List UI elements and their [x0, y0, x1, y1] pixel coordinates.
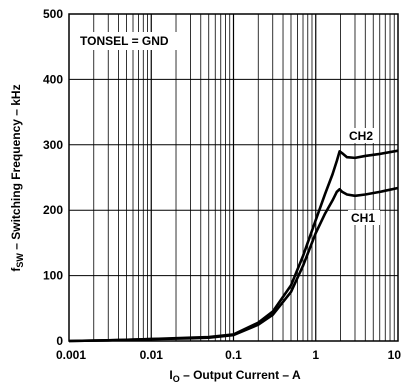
x-tick-label: 0.001	[56, 348, 86, 362]
y-tick-label: 0	[56, 334, 63, 348]
x-tick-label: 1	[312, 348, 319, 362]
series-label-ch1: CH1	[351, 211, 375, 225]
y-tick-label: 400	[43, 72, 63, 86]
series-line-ch1	[68, 186, 399, 343]
grid	[69, 14, 398, 341]
y-tick-labels: 0 100 200 300 400 500	[43, 7, 63, 348]
annotation-tonsel: TONSEL = GND	[80, 34, 169, 48]
series-label-bg	[348, 210, 380, 225]
y-tick-label: 500	[43, 7, 63, 21]
y-tick-label: 100	[43, 269, 63, 283]
y-tick-label: 300	[43, 138, 63, 152]
series-label-bg	[346, 128, 378, 143]
series-labels: CH2 CH1	[346, 128, 380, 225]
plot-frame	[68, 13, 399, 342]
y-axis-title: fSW – Switching Frequency – kHz	[9, 84, 25, 271]
curves	[68, 149, 399, 343]
series-label-ch2: CH2	[349, 129, 373, 143]
x-tick-labels: 0.001 0.01 0.1 1 10	[56, 348, 401, 362]
x-tick-label: 0.01	[140, 348, 164, 362]
x-tick-label: 0.1	[225, 348, 242, 362]
y-tick-label: 200	[43, 203, 63, 217]
x-axis-title: IO – Output Current – A	[169, 368, 301, 384]
x-tick-label: 10	[388, 348, 402, 362]
annotation-background	[75, 32, 187, 50]
